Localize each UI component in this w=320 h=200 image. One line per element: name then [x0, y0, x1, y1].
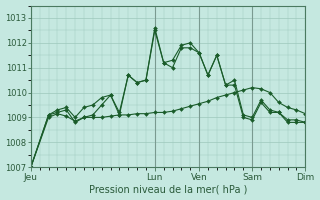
X-axis label: Pression niveau de la mer( hPa ): Pression niveau de la mer( hPa ) — [89, 184, 247, 194]
